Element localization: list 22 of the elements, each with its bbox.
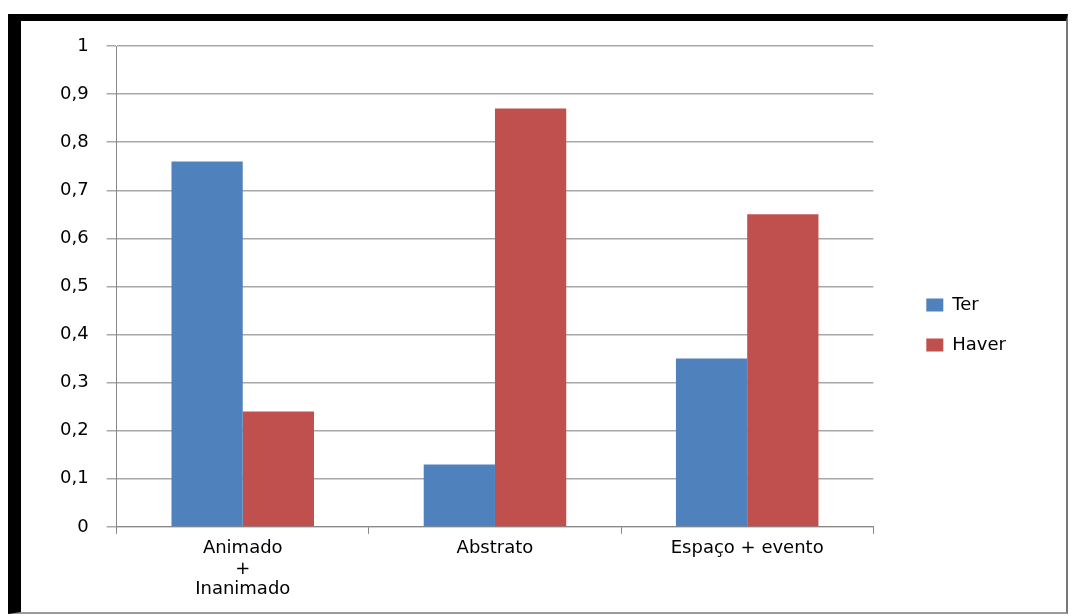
bar xyxy=(494,108,567,527)
y-tick-label: 0,6 xyxy=(59,226,89,248)
y-tick-label: 0,2 xyxy=(59,418,89,440)
bar xyxy=(423,464,495,527)
x-tick-label: Espaço + evento xyxy=(670,535,824,557)
x-tick-label: Abstrato xyxy=(456,535,534,557)
y-tick-label: 1 xyxy=(77,33,89,55)
x-tick-label: Animado + Inanimado xyxy=(195,535,291,599)
y-tick-label: 0,5 xyxy=(59,274,89,296)
bar xyxy=(675,358,748,527)
bar xyxy=(171,161,243,527)
legend-label: Ter xyxy=(951,292,980,314)
bar xyxy=(747,214,819,527)
y-tick-label: 0 xyxy=(77,514,89,536)
y-tick-label: 0,7 xyxy=(59,177,89,199)
y-tick-label: 0,8 xyxy=(59,129,89,151)
y-tick-label: 0,4 xyxy=(59,322,89,344)
y-tick-label: 0,1 xyxy=(59,466,89,488)
y-tick-label: 0,9 xyxy=(59,81,89,103)
legend-label: Haver xyxy=(952,332,1007,354)
bar xyxy=(242,411,314,527)
y-tick-label: 0,3 xyxy=(59,370,89,392)
